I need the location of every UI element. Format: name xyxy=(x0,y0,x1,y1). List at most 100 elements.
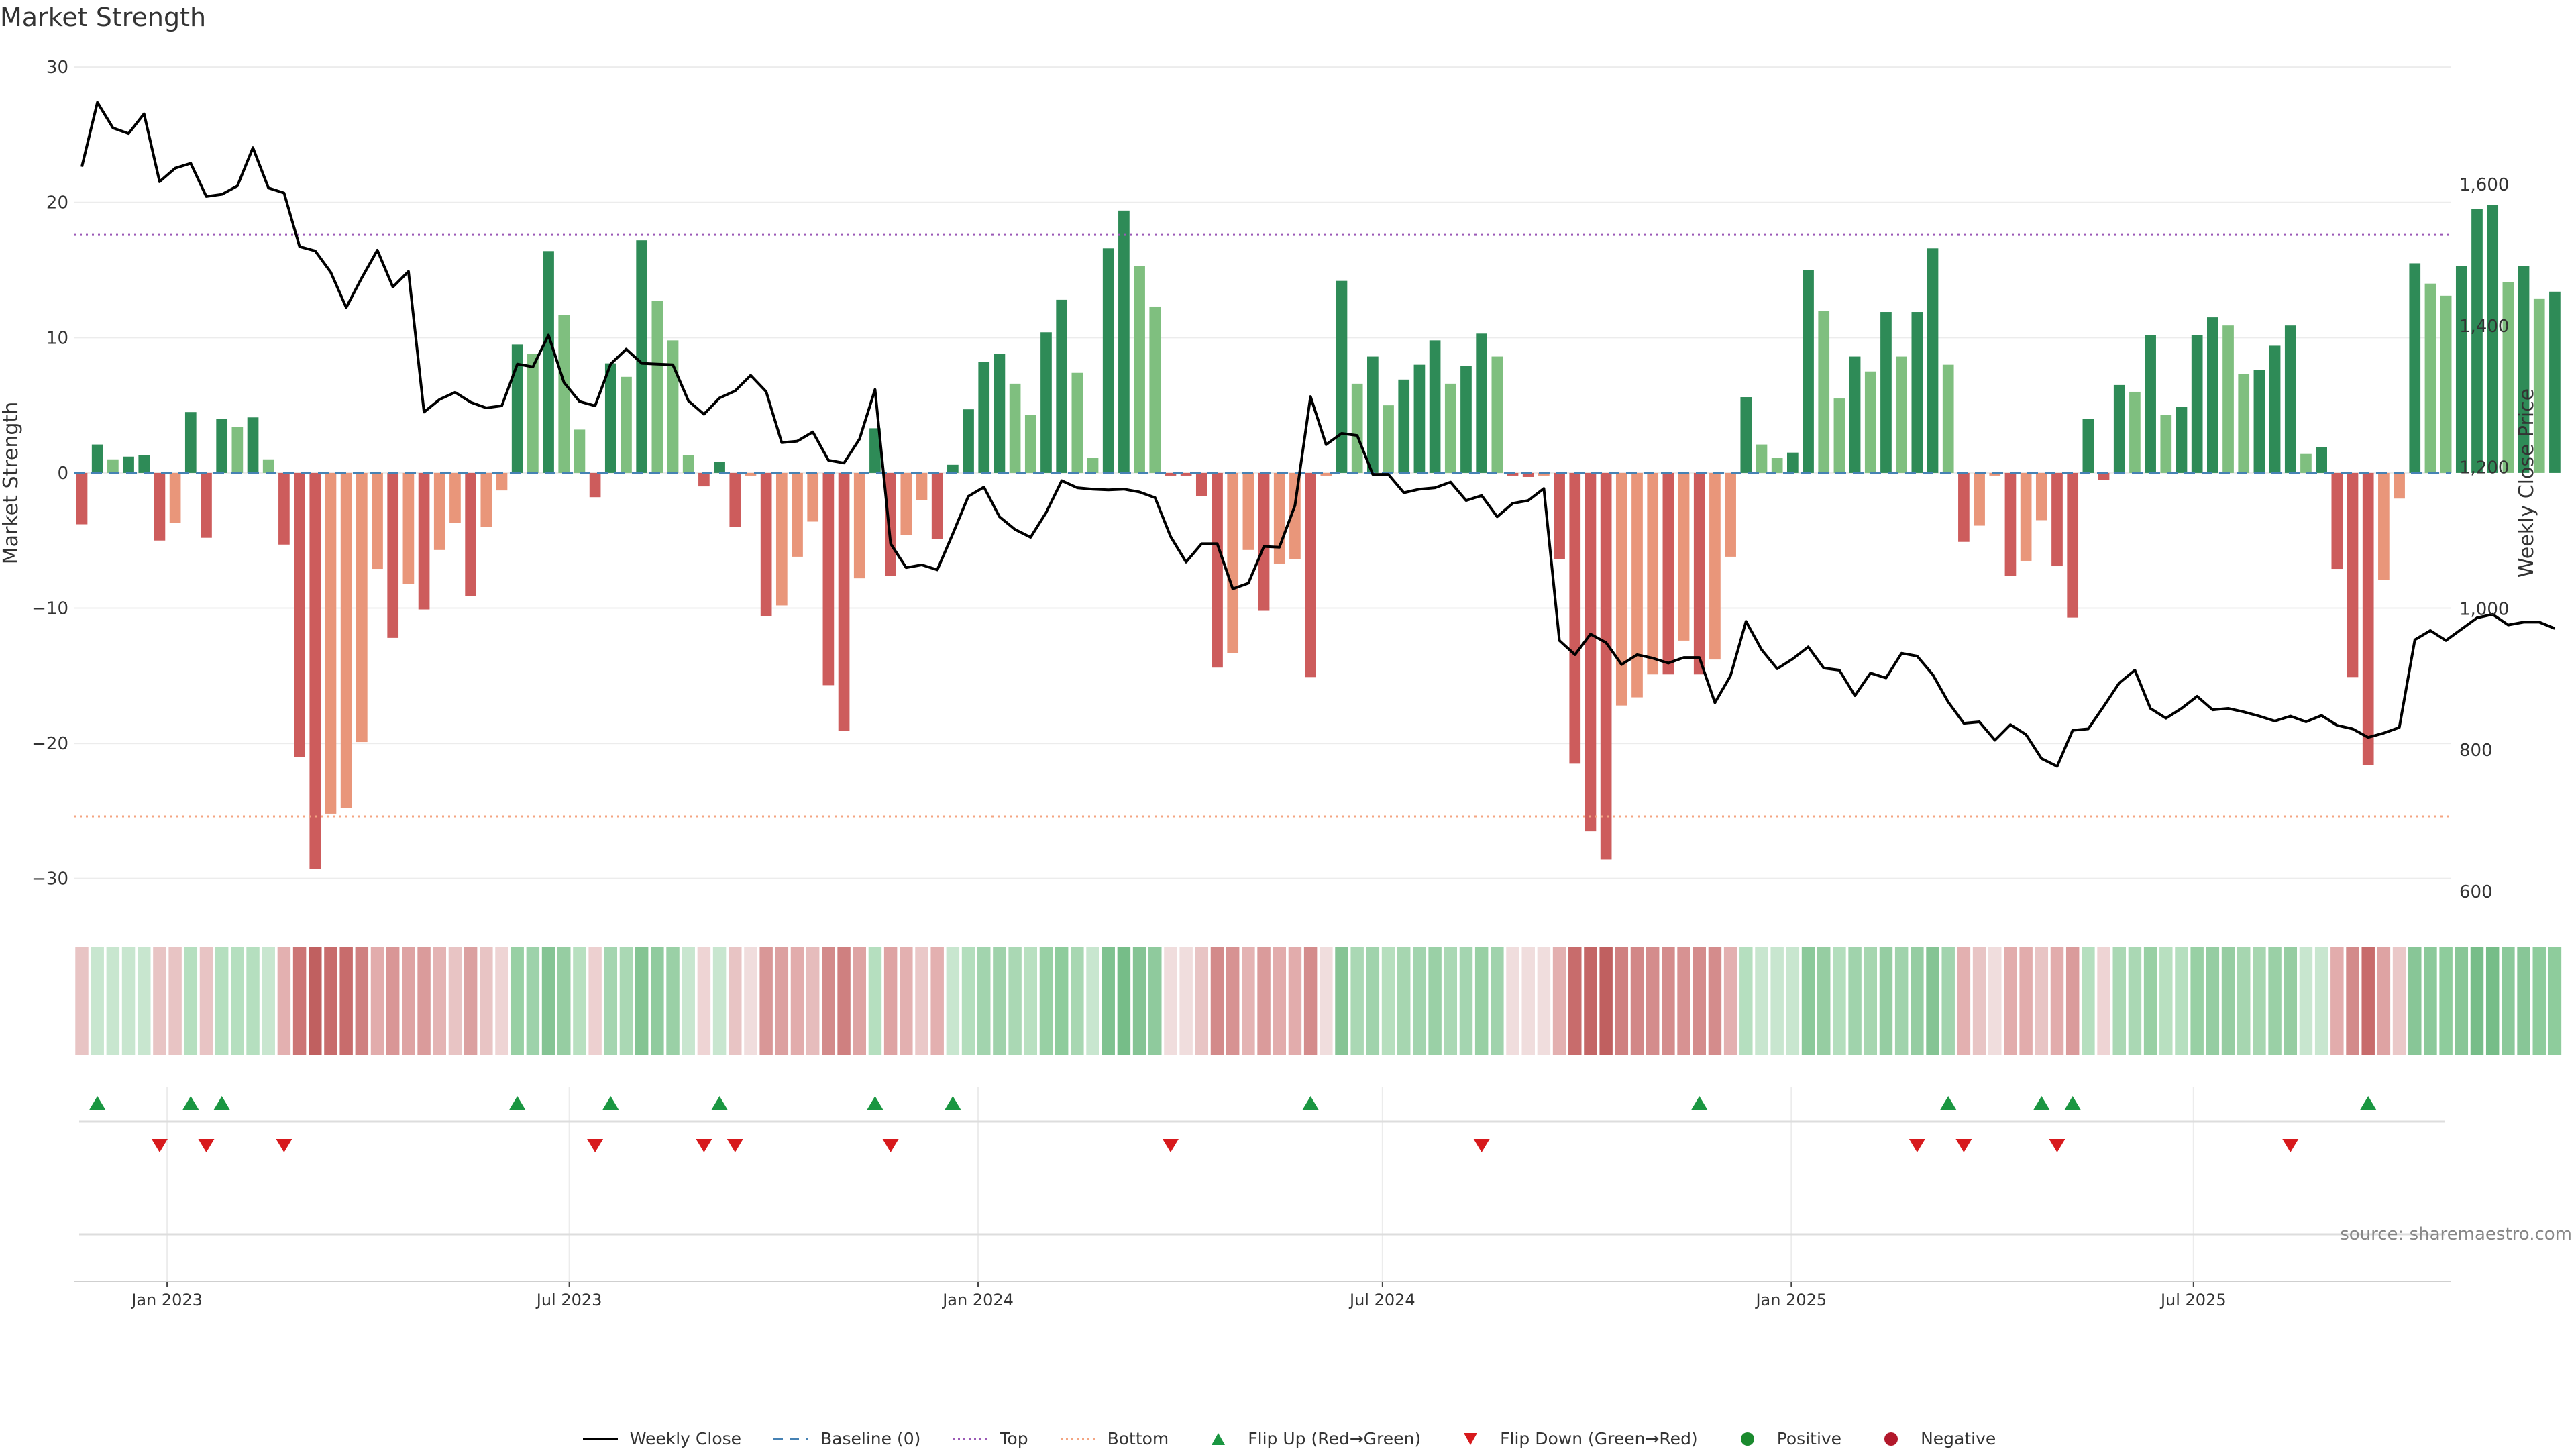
strength-bar xyxy=(1803,270,1814,473)
weekly-close-line xyxy=(80,101,2556,768)
heat-cell xyxy=(1988,947,2002,1055)
strength-bar xyxy=(2347,472,2359,678)
strength-bar xyxy=(2238,374,2250,473)
right-axis: 1,600 1,400 1,200 1,000 800 600 xyxy=(2459,175,2509,902)
strength-bar xyxy=(869,428,881,473)
strength-bar xyxy=(1398,379,1410,473)
left-tick-label: −10 xyxy=(32,599,68,619)
heat-cell xyxy=(2237,947,2251,1055)
strength-bar xyxy=(2207,317,2218,473)
strength-bar xyxy=(325,472,337,814)
strength-bar xyxy=(2502,282,2514,473)
heat-cell xyxy=(1350,947,1364,1055)
heat-cell xyxy=(1817,947,1831,1055)
heat-cell xyxy=(635,947,649,1055)
heat-cell xyxy=(1148,947,1162,1055)
heat-cell xyxy=(1848,947,1862,1055)
strength-bar xyxy=(418,472,430,610)
strength-bar xyxy=(1507,472,1519,476)
legend-dotted-icon xyxy=(1060,1438,1095,1440)
flip-up-marker xyxy=(89,1096,106,1110)
legend-flip-down[interactable]: Flip Down (Green→Red) xyxy=(1450,1429,1698,1448)
heat-cell xyxy=(759,947,773,1055)
heat-cell xyxy=(1102,947,1115,1055)
heat-cell xyxy=(2424,947,2437,1055)
strength-bar xyxy=(2471,209,2483,473)
strength-bar xyxy=(1631,472,1643,698)
strength-bar xyxy=(2424,283,2436,473)
heat-cell xyxy=(1894,947,1909,1055)
strength-bar xyxy=(1787,452,1799,473)
heat-cell xyxy=(977,947,991,1055)
heat-cell xyxy=(1491,947,1504,1055)
legend-negative[interactable]: Negative xyxy=(1871,1429,1996,1448)
heat-cell xyxy=(604,947,618,1055)
strength-bar xyxy=(1942,364,1954,473)
strength-bar xyxy=(947,464,959,473)
flip-up-marker xyxy=(2033,1096,2050,1110)
heat-cell xyxy=(1474,947,1489,1055)
heat-cell xyxy=(946,947,960,1055)
strength-bar xyxy=(900,472,912,535)
heat-cell xyxy=(1599,947,1613,1055)
legend-top[interactable]: Top xyxy=(950,1429,1028,1448)
heat-cell xyxy=(2517,947,2530,1055)
heat-cell xyxy=(2548,947,2562,1055)
flip-up-marker xyxy=(509,1096,526,1110)
right-tick-label: 1,400 xyxy=(2459,317,2509,337)
strength-bar xyxy=(667,340,679,473)
heat-cell xyxy=(2253,947,2266,1055)
strength-bar xyxy=(1725,472,1736,557)
heat-cell xyxy=(1117,947,1131,1055)
flip-up-marker xyxy=(182,1096,199,1110)
heat-cell xyxy=(1677,947,1690,1055)
strength-bar xyxy=(604,363,616,473)
strength-bar xyxy=(1040,332,1052,473)
strength-bar xyxy=(1429,340,1441,473)
strength-bar xyxy=(2331,472,2343,570)
heat-cell xyxy=(2314,947,2328,1055)
strength-bar xyxy=(1087,458,1099,473)
flip-down-marker xyxy=(2049,1139,2065,1152)
strength-bar xyxy=(1522,472,1534,477)
strength-bar xyxy=(931,472,943,539)
strength-bar xyxy=(2549,291,2561,473)
heat-cell xyxy=(526,947,540,1055)
heat-cell xyxy=(1646,947,1660,1055)
legend-flip-up[interactable]: Flip Up (Red→Green) xyxy=(1198,1429,1421,1448)
strength-bar xyxy=(294,472,305,757)
heat-cell xyxy=(1459,947,1473,1055)
heat-cell xyxy=(1708,947,1722,1055)
heat-cell xyxy=(1879,947,1893,1055)
heat-cell xyxy=(1864,947,1878,1055)
strength-bar xyxy=(1849,356,1861,473)
legend-weekly-close[interactable]: Weekly Close xyxy=(580,1429,741,1448)
heat-cell xyxy=(1444,947,1458,1055)
legend-bottom[interactable]: Bottom xyxy=(1058,1429,1169,1448)
strength-heat-strip xyxy=(75,947,2562,1055)
heat-cell xyxy=(2112,947,2126,1055)
heat-cell xyxy=(1179,947,1193,1055)
strength-bar xyxy=(543,251,554,473)
strength-bar xyxy=(2051,472,2063,567)
legend: Weekly Close Baseline (0) Top Bottom Fli… xyxy=(0,1429,2576,1448)
heat-cell xyxy=(900,947,913,1055)
heat-cell xyxy=(511,947,524,1055)
heat-cell xyxy=(682,947,695,1055)
strength-bar xyxy=(2378,472,2390,580)
date-tick-label: Jan 2025 xyxy=(1754,1291,1827,1309)
strength-bar xyxy=(2362,472,2374,765)
legend-baseline[interactable]: Baseline (0) xyxy=(771,1429,920,1448)
heat-cell xyxy=(2097,947,2110,1055)
heat-cell xyxy=(2408,947,2422,1055)
heat-cell xyxy=(2470,947,2484,1055)
strength-bar xyxy=(2409,263,2421,473)
heat-cell xyxy=(2455,947,2469,1055)
flip-up-marker xyxy=(1691,1096,1708,1110)
heat-cell xyxy=(1335,947,1348,1055)
flip-up-marker xyxy=(867,1096,883,1110)
heat-cell xyxy=(138,947,151,1055)
flip-down-marker xyxy=(198,1139,215,1152)
strength-bar xyxy=(231,427,244,473)
legend-positive[interactable]: Positive xyxy=(1727,1429,1841,1448)
